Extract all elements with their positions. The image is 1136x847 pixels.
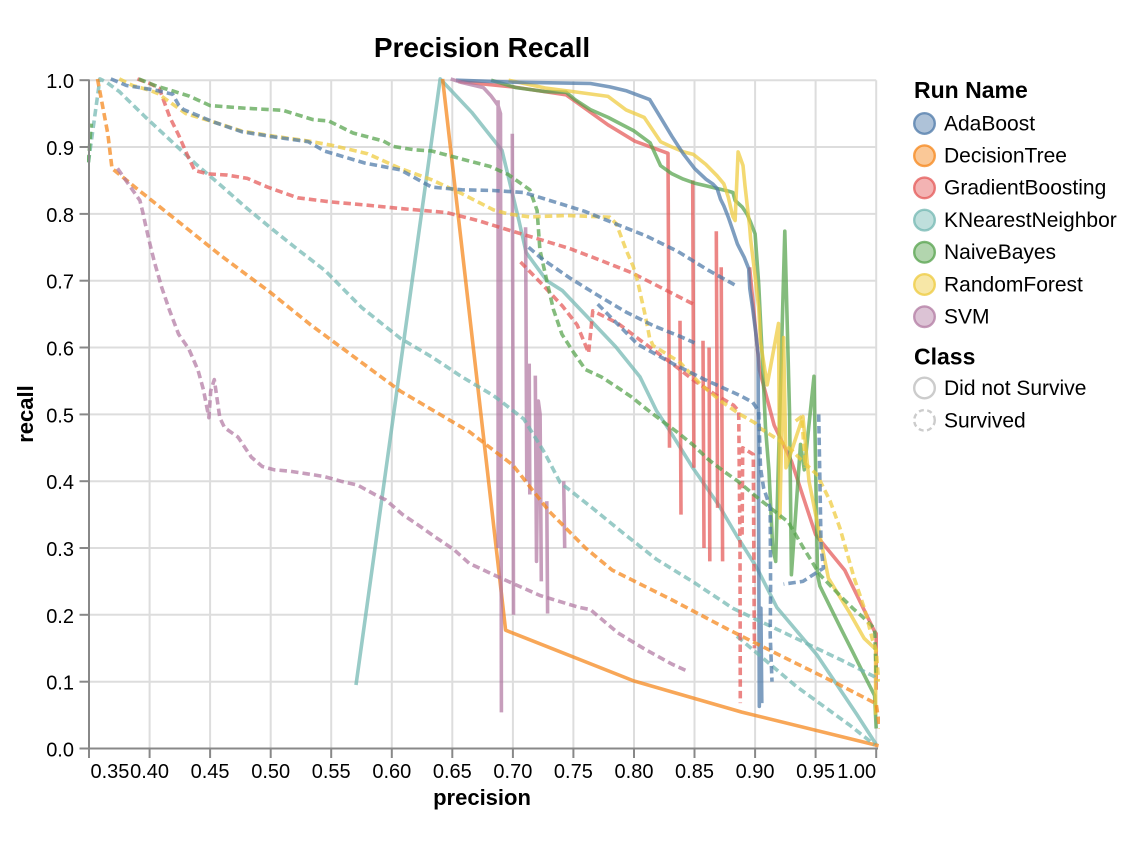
svg-text:0.70: 0.70 [493,761,532,783]
svg-text:Did not Survive: Did not Survive [944,377,1086,400]
svg-text:SVM: SVM [944,306,990,329]
svg-text:0.95: 0.95 [796,761,835,783]
svg-text:0.0: 0.0 [46,740,74,762]
svg-text:Class: Class [914,344,975,370]
svg-text:NaiveBayes: NaiveBayes [944,241,1056,264]
svg-text:0.65: 0.65 [433,761,472,783]
svg-text:precision: precision [433,785,531,810]
svg-text:0.80: 0.80 [615,761,654,783]
svg-text:0.4: 0.4 [46,472,74,494]
svg-text:1.00: 1.00 [837,761,876,783]
svg-text:1.0: 1.0 [46,71,74,93]
svg-text:recall: recall [13,385,38,443]
svg-text:0.9: 0.9 [46,138,74,160]
svg-text:0.90: 0.90 [736,761,775,783]
svg-text:0.1: 0.1 [46,673,74,695]
svg-text:GradientBoosting: GradientBoosting [944,177,1106,200]
svg-text:AdaBoost: AdaBoost [944,112,1035,135]
svg-text:0.5: 0.5 [46,405,74,427]
svg-text:Run Name: Run Name [914,77,1028,103]
svg-text:0.35: 0.35 [91,761,130,783]
svg-text:0.85: 0.85 [675,761,714,783]
svg-text:0.55: 0.55 [312,761,351,783]
svg-text:0.8: 0.8 [46,205,74,227]
svg-text:KNearestNeighbor: KNearestNeighbor [944,209,1117,232]
svg-text:0.50: 0.50 [251,761,290,783]
svg-text:0.6: 0.6 [46,339,74,361]
svg-text:DecisionTree: DecisionTree [944,145,1067,168]
svg-text:0.7: 0.7 [46,272,74,294]
svg-text:0.40: 0.40 [130,761,169,783]
svg-text:Survived: Survived [944,409,1026,432]
svg-text:0.45: 0.45 [191,761,230,783]
svg-text:0.75: 0.75 [554,761,593,783]
svg-text:0.3: 0.3 [46,539,74,561]
svg-text:Precision Recall: Precision Recall [374,32,590,63]
svg-text:RandomForest: RandomForest [944,273,1083,296]
svg-text:0.2: 0.2 [46,606,74,628]
svg-text:0.60: 0.60 [372,761,411,783]
